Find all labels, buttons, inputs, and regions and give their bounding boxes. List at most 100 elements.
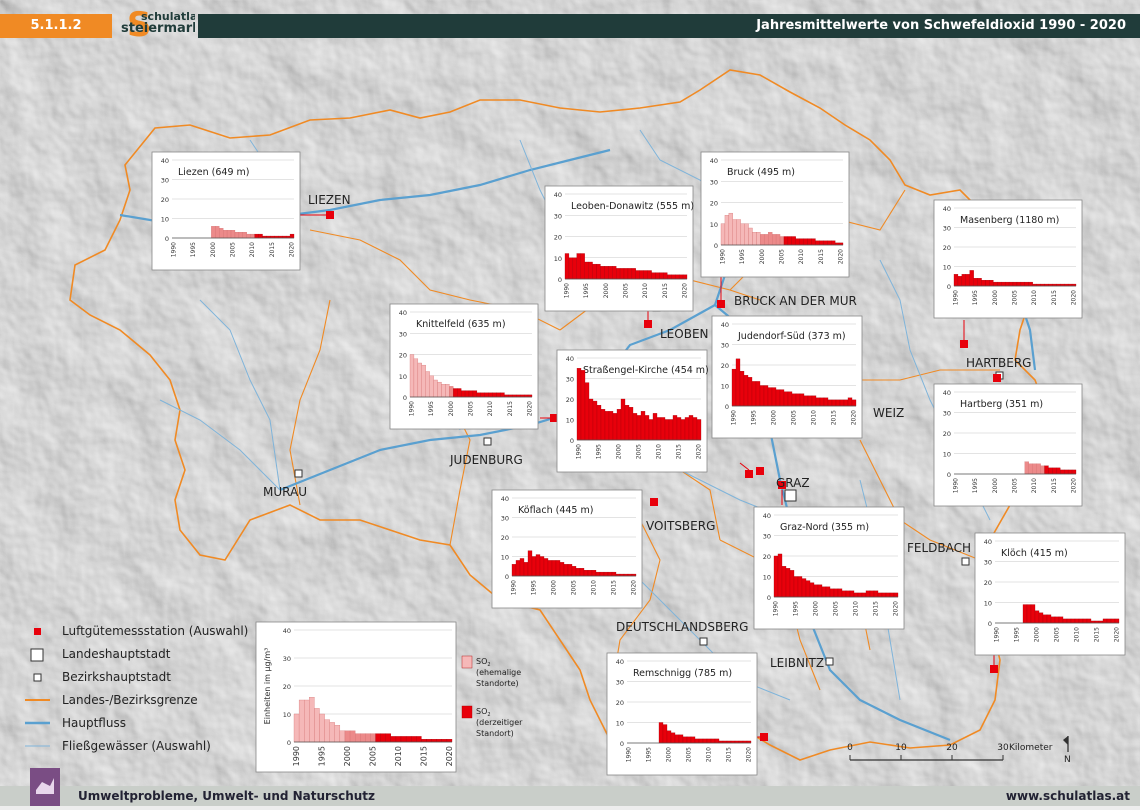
- station-chart: Straßengel-Kirche (454 m) 0 10 20 30 40 1990 19…: [556, 349, 709, 473]
- north-label: N: [1064, 755, 1071, 765]
- chart-ytick-label: 0: [165, 235, 169, 243]
- chart-xtick-label: 1995: [972, 290, 979, 305]
- chart-bar: [678, 274, 684, 280]
- chart-xtick-label: 2005: [636, 444, 643, 459]
- legend-former-site-label-line2: (ehemalige: [476, 668, 521, 677]
- chart-xtick-label: 2020: [289, 242, 296, 257]
- chart-title: Liezen (649 m): [178, 167, 249, 178]
- chart-bar: [680, 419, 686, 441]
- chart-xtick-label: 2010: [1074, 627, 1081, 642]
- chart-bar: [416, 736, 422, 743]
- chart-bar: [449, 386, 454, 398]
- chart-xtick-label: 2005: [623, 283, 630, 298]
- chart-xtick-label: 2020: [1071, 290, 1078, 305]
- chart-bar: [293, 713, 300, 743]
- chart-bar: [743, 375, 749, 407]
- chart-ytick-label: 0: [714, 242, 718, 250]
- chart-bar: [1028, 463, 1033, 475]
- chart-bar: [647, 270, 652, 280]
- chart-bar: [604, 266, 609, 280]
- chart-title: Judendorf-Süd (373 m): [737, 331, 846, 342]
- chart-ytick-label: 40: [554, 191, 562, 199]
- chart-bar: [763, 385, 769, 407]
- chart-box: [255, 621, 457, 773]
- scale-tick-label: 0: [847, 743, 853, 753]
- station-chart: Köflach (445 m) 0 10 20 30 40 1990 1995 2000 2005…: [491, 489, 643, 609]
- chart-bar: [825, 586, 831, 598]
- chart-bar: [535, 554, 541, 577]
- chart-ytick-label: 30: [710, 178, 718, 186]
- chart-bar: [877, 592, 883, 598]
- chart-bar: [426, 739, 432, 743]
- chart-ytick-label: 40: [501, 495, 509, 503]
- chart-bar: [674, 734, 680, 744]
- chart-bar: [591, 570, 597, 577]
- chart-bar: [771, 387, 777, 407]
- chart-bar: [655, 272, 660, 280]
- chart-bar: [783, 236, 789, 246]
- chart-bar: [666, 730, 672, 744]
- chart-bar: [664, 419, 670, 441]
- chart-bar: [1044, 465, 1049, 475]
- chart-bar: [1024, 281, 1029, 287]
- chart-bar: [543, 558, 549, 577]
- chart-bar: [488, 392, 493, 398]
- station-markers: [326, 211, 1001, 741]
- chart-bar: [365, 733, 371, 743]
- station-chart: Bruck (495 m) 0 10 20 30 40 1990 1995 2000 2005 20…: [700, 151, 850, 278]
- chart-xtick-label: 1995: [318, 746, 327, 766]
- chart-bar: [981, 279, 986, 287]
- chart-xtick-label: 2020: [1114, 627, 1121, 642]
- chart-bar: [764, 234, 769, 246]
- chart-xtick-label: 1990: [719, 249, 726, 264]
- chart-bar: [1050, 616, 1056, 624]
- chart-xtick-label: 2010: [642, 283, 649, 298]
- chart-title: Klöch (415 m): [1001, 548, 1068, 559]
- place-label-hartberg: HARTBERG: [966, 356, 1031, 370]
- chart-bar: [805, 580, 811, 598]
- chart-bar: [1046, 614, 1052, 624]
- footer-website[interactable]: www.schulatlas.at: [1005, 789, 1130, 803]
- chart-ytick-label: 0: [558, 276, 562, 284]
- chart-bar: [607, 571, 613, 577]
- place-label-deutschlandsberg: DEUTSCHLANDSBERG: [616, 620, 748, 634]
- chart-bar: [865, 590, 871, 598]
- chart-bar: [684, 417, 690, 441]
- chart-bar: [441, 384, 446, 398]
- chart-bar: [559, 562, 565, 577]
- chart-bar: [643, 270, 648, 280]
- footer-bar: Umweltprobleme, Umwelt- und Naturschutz …: [0, 786, 1140, 806]
- chart-bar: [411, 736, 417, 743]
- chart-bar: [616, 409, 622, 441]
- chart-ytick-label: 30: [161, 177, 169, 185]
- chart-title: Straßengel-Kirche (454 m): [583, 365, 709, 376]
- legend-current-site-label-line2: (derzeitiger: [476, 718, 523, 727]
- schulatlas-logo: S schulatlas steiermark: [121, 6, 195, 40]
- chart-xtick-label: 1990: [952, 478, 959, 493]
- chart-bar: [813, 584, 819, 598]
- chart-xtick-label: 2000: [992, 478, 999, 493]
- chart-xtick-label: 2010: [853, 601, 860, 616]
- chart-bar: [694, 738, 700, 744]
- legend-former-site-swatch: [461, 655, 473, 669]
- chart-bar: [551, 560, 557, 577]
- chart-bar: [576, 253, 581, 280]
- north-arrow-icon: [1063, 736, 1068, 745]
- chart-xtick-label: 2000: [603, 283, 610, 298]
- chart-bar: [500, 392, 505, 398]
- chart-ytick-label: 10: [501, 554, 509, 562]
- chart-bar: [651, 272, 656, 280]
- chart-xtick-label: 2005: [230, 242, 237, 257]
- chart-bar: [662, 724, 668, 744]
- chart-ytick-label: 40: [943, 389, 951, 397]
- chart-xtick-label: 2000: [448, 401, 455, 416]
- chart-ytick-label: 30: [943, 410, 951, 418]
- chart-ytick-label: 40: [763, 512, 771, 520]
- chart-ytick-label: 0: [505, 573, 509, 581]
- chart-bar: [893, 592, 899, 598]
- legend-stream-label: Fließgewässer (Auswahl): [62, 739, 211, 753]
- chart-bar: [809, 582, 815, 598]
- chart-ytick-label: 0: [988, 620, 992, 628]
- station-chart: Leoben-Donawitz (555 m) 0 10 20 30 40 1990 1995…: [544, 185, 694, 312]
- chart-xtick-label: 2015: [1094, 627, 1101, 642]
